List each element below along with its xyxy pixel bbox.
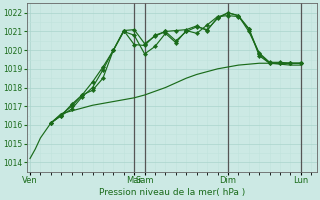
X-axis label: Pression niveau de la mer( hPa ): Pression niveau de la mer( hPa ) xyxy=(99,188,245,197)
